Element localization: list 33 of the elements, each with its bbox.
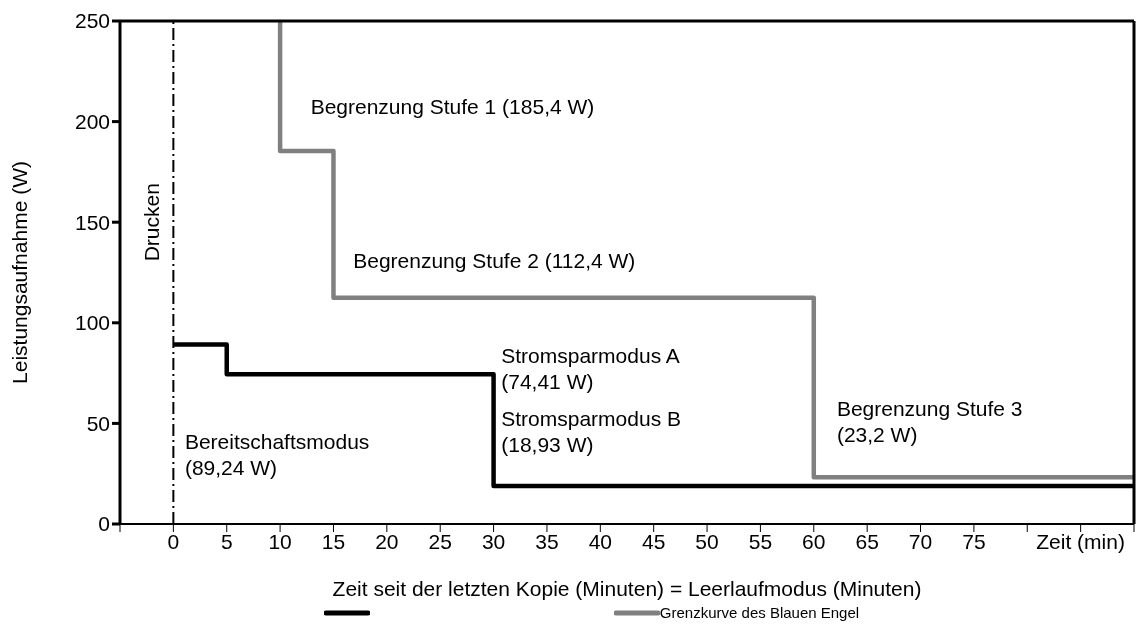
x-tick-label: 70: [908, 529, 933, 553]
x-tick-label: 10: [268, 529, 292, 553]
x-axis-title: Zeit seit der letzten Kopie (Minuten) = Leerlaufmodus (Minuten): [332, 577, 922, 600]
y-tick-label: 150: [74, 210, 110, 234]
annotation: Begrenzung Stufe 2 (112,4 W): [353, 248, 636, 272]
x-tick-label: 0: [167, 529, 180, 553]
y-tick-label: 50: [86, 411, 110, 435]
y-axis-title: Leistungsaufnahme (W): [8, 161, 32, 384]
y-tick-label: 100: [74, 311, 110, 335]
x-tick-label: 25: [428, 529, 452, 553]
annotation: Stromsparmodus A (74,41 W): [501, 343, 680, 393]
legend-label: Grenzkurve des Blauen Engel: [658, 604, 860, 621]
annotation: Begrenzung Stufe 1 (185,4 W): [310, 94, 595, 117]
x-tick-label: 65: [855, 529, 879, 553]
x-tick-label: 40: [588, 529, 612, 553]
x-tick-label: 50: [695, 529, 719, 553]
annotation: Begrenzung Stufe 3 (23,2 W): [836, 396, 1023, 446]
y-tick-label: 250: [74, 9, 110, 33]
x-tick-label: 30: [481, 529, 506, 553]
y-tick-label: 0: [98, 512, 110, 536]
x-tick-label: 45: [642, 529, 666, 553]
x-tick-label: 60: [802, 529, 826, 553]
x-tick-label: 55: [748, 529, 773, 553]
x-tick-label: 75: [962, 529, 986, 553]
annotation: Stromsparmodus B (18,93 W): [501, 406, 681, 456]
ref-line-label: Drucken: [140, 183, 164, 262]
x-tick-label: 15: [321, 529, 346, 553]
x-tick-label: 35: [535, 529, 559, 553]
annotation: Bereitschaftsmodus (89,24 W): [184, 429, 370, 479]
y-tick-label: 200: [74, 110, 110, 134]
x-tick-label: 20: [375, 529, 399, 553]
x-tick-label: 5: [220, 529, 233, 553]
x-tick-label: Zeit (min): [1036, 529, 1125, 553]
